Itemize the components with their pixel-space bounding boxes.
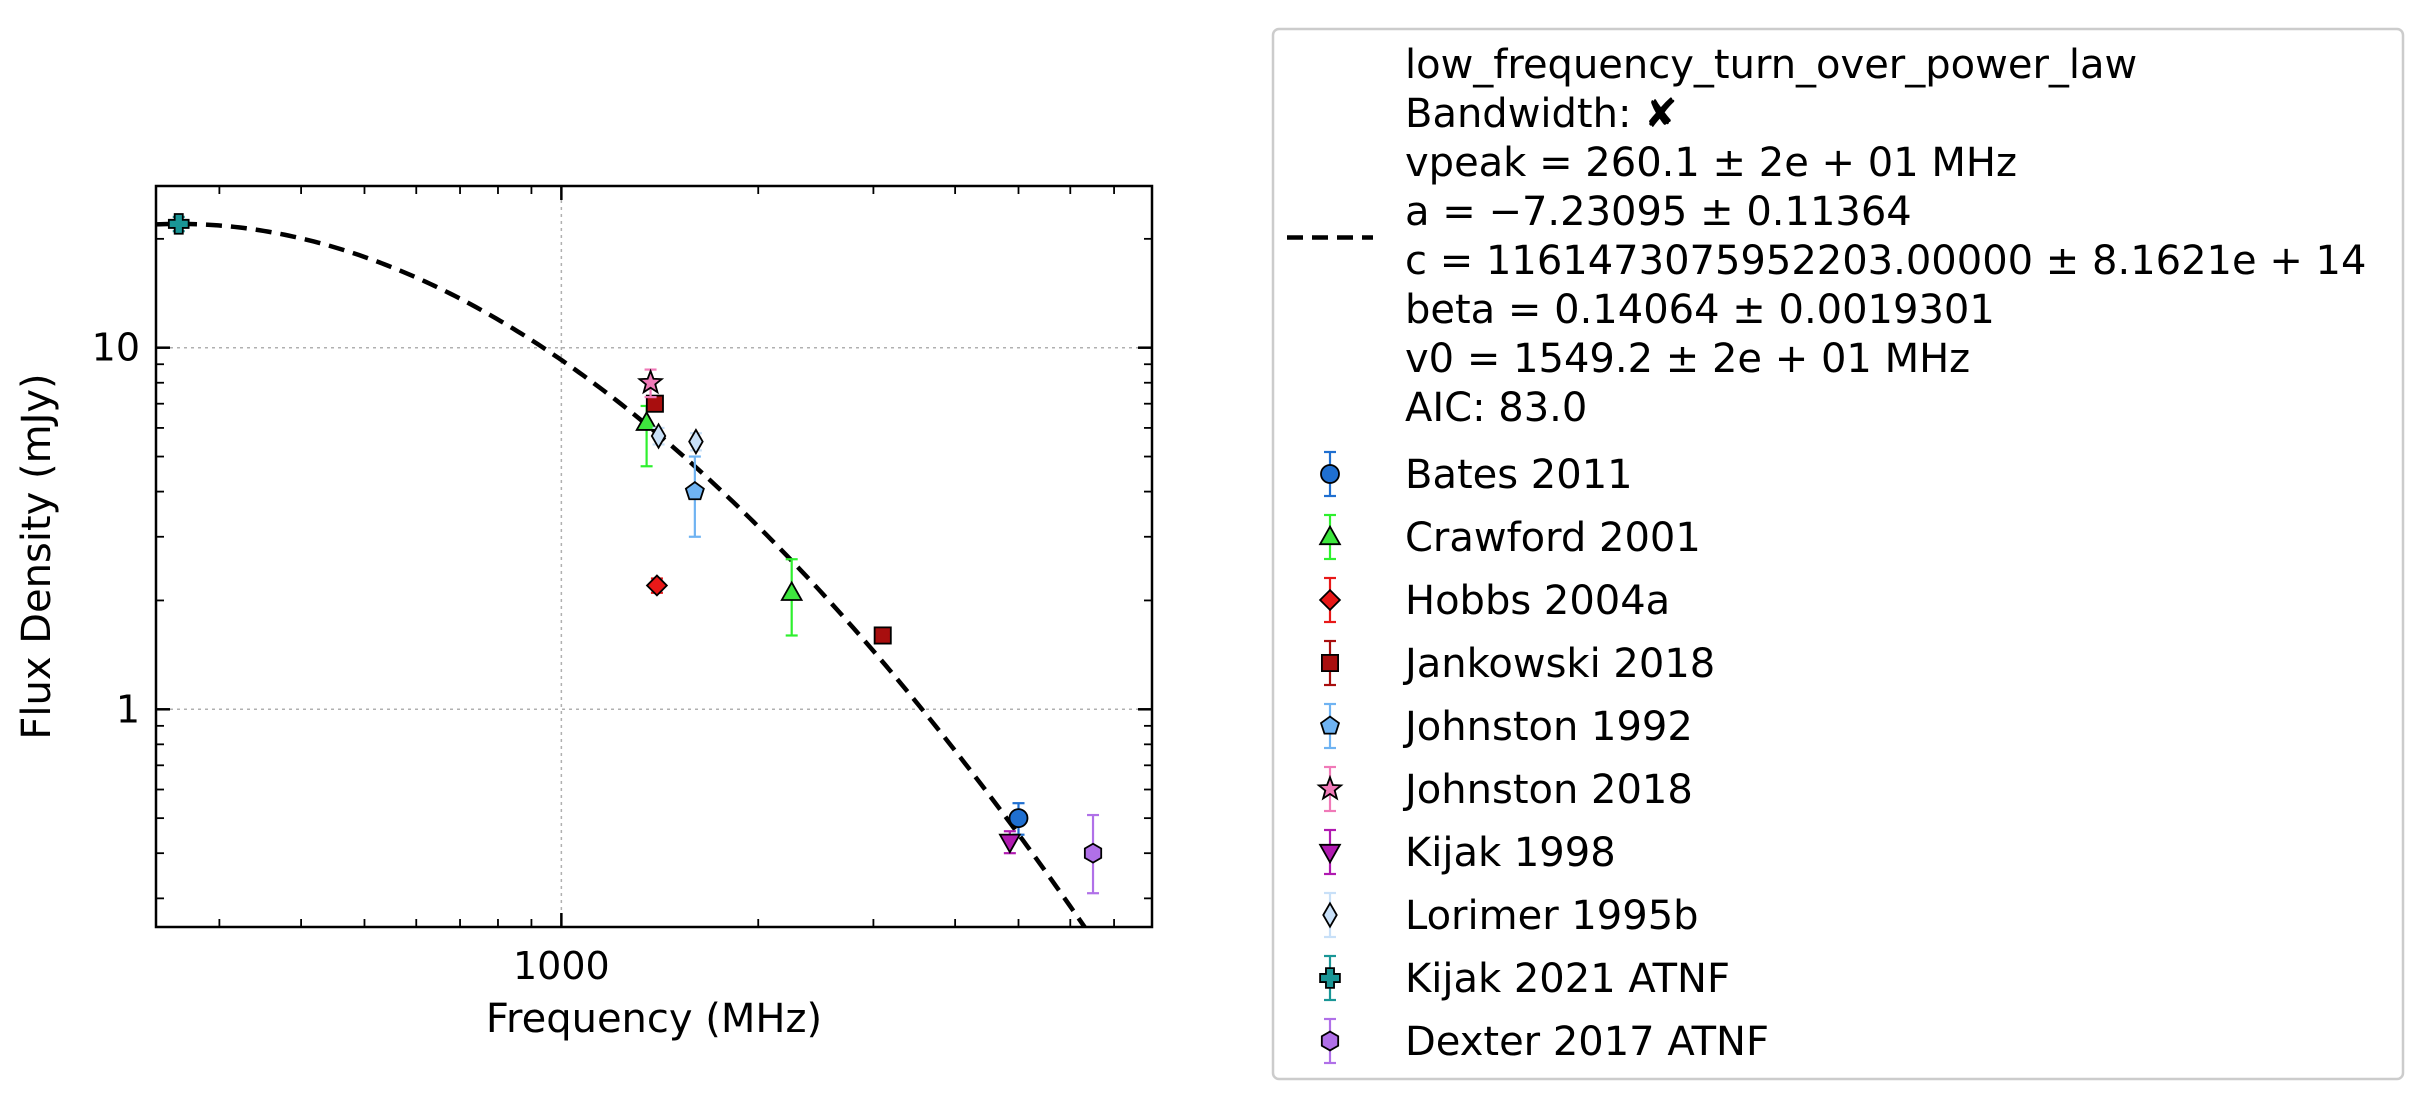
legend-marker-jankowski-2018 xyxy=(1321,654,1340,673)
legend-marker-lorimer-1995b xyxy=(1322,901,1338,929)
legend-marker-johnston-2018 xyxy=(1316,774,1344,801)
legend-fit-line: c = 1161473075952203.00000 ± 8.1621e + 1… xyxy=(1405,238,2366,284)
legend-fit-line: beta = 0.14064 ± 0.0019301 xyxy=(1405,287,1995,333)
legend-marker-kijak-2021-atnf xyxy=(1319,967,1341,989)
legend: low_frequency_turn_over_power_lawBandwid… xyxy=(1271,27,2405,1081)
legend-marker-kijak-1998 xyxy=(1318,843,1342,865)
axis-ticks: 1000 1 10 xyxy=(92,186,1153,988)
legend-label-dexter-2017-atnf: Dexter 2017 ATNF xyxy=(1405,1019,1769,1065)
legend-marker-dexter-2017-atnf xyxy=(1320,1030,1340,1052)
point-hobbs-2004a xyxy=(645,574,669,597)
legend-label-lorimer-1995b: Lorimer 1995b xyxy=(1405,893,1699,939)
legend-label-bates-2011: Bates 2011 xyxy=(1405,452,1633,498)
point-kijak-2021-atnf xyxy=(167,213,190,235)
legend-fit-line: Bandwidth: ✘ xyxy=(1405,91,1678,137)
x-tick-label: 1000 xyxy=(513,944,610,988)
point-jankowski-2018 xyxy=(873,626,892,645)
data-points-layer xyxy=(167,213,1103,895)
y-axis-label: Flux Density (mJy) xyxy=(14,373,60,739)
legend-label-kijak-2021-atnf: Kijak 2021 ATNF xyxy=(1405,956,1730,1002)
legend-marker-johnston-1992 xyxy=(1319,715,1341,735)
legend-marker-crawford-2001 xyxy=(1318,524,1342,546)
legend-fit-line: AIC: 83.0 xyxy=(1405,385,1587,431)
legend-fit-line: low_frequency_turn_over_power_law xyxy=(1405,42,2137,88)
point-dexter-2017-atnf xyxy=(1083,842,1103,864)
legend-box xyxy=(1271,27,2405,1081)
legend-label-johnston-2018: Johnston 2018 xyxy=(1402,767,1693,813)
point-crawford-2001 xyxy=(780,580,804,601)
legend-fit-line: v0 = 1549.2 ± 2e + 01 MHz xyxy=(1405,336,1970,382)
legend-label-crawford-2001: Crawford 2001 xyxy=(1405,515,1701,561)
legend-label-jankowski-2018: Jankowski 2018 xyxy=(1402,641,1715,687)
plot-area-frame xyxy=(154,184,1154,929)
legend-label-johnston-1992: Johnston 1992 xyxy=(1402,704,1693,750)
fit-curve-layer xyxy=(156,221,1088,927)
point-jankowski-2018 xyxy=(645,394,664,413)
legend-label-kijak-1998: Kijak 1998 xyxy=(1405,830,1616,876)
point-lorimer-1995b xyxy=(688,428,704,456)
x-axis-label: Frequency (MHz) xyxy=(486,996,822,1042)
legend-fit-line: a = −7.23095 ± 0.11364 xyxy=(1405,189,1912,235)
legend-label-hobbs-2004a: Hobbs 2004a xyxy=(1405,578,1670,624)
y-tick-label: 1 xyxy=(116,687,140,731)
point-lorimer-1995b xyxy=(650,422,667,450)
legend-marker-bates-2011 xyxy=(1320,464,1340,484)
legend-fit-line: vpeak = 260.1 ± 2e + 01 MHz xyxy=(1405,140,2017,186)
legend-marker-hobbs-2004a xyxy=(1318,588,1342,612)
y-tick-label: 10 xyxy=(92,326,140,370)
point-crawford-2001 xyxy=(635,410,659,431)
point-bates-2011 xyxy=(1008,808,1029,829)
grid xyxy=(156,186,1152,927)
fit-curve xyxy=(156,221,1088,927)
point-kijak-1998 xyxy=(998,833,1022,855)
point-johnston-1992 xyxy=(684,481,705,501)
point-johnston-2018 xyxy=(637,368,665,395)
